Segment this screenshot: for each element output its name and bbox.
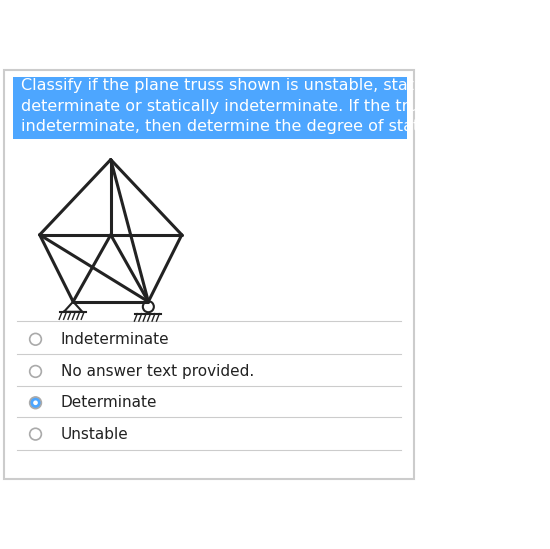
Text: No answer text provided.: No answer text provided. — [60, 364, 254, 379]
Circle shape — [30, 366, 41, 377]
Circle shape — [30, 428, 41, 440]
Text: Indeterminate: Indeterminate — [60, 332, 169, 347]
FancyBboxPatch shape — [13, 77, 408, 139]
Circle shape — [30, 333, 41, 345]
Circle shape — [30, 397, 41, 408]
Text: Determinate: Determinate — [60, 395, 157, 410]
Text: Unstable: Unstable — [60, 427, 128, 441]
FancyBboxPatch shape — [4, 70, 414, 479]
Circle shape — [33, 400, 38, 405]
Text: Classify if the plane truss shown is unstable, statically
determinate or statica: Classify if the plane truss shown is uns… — [21, 78, 550, 134]
